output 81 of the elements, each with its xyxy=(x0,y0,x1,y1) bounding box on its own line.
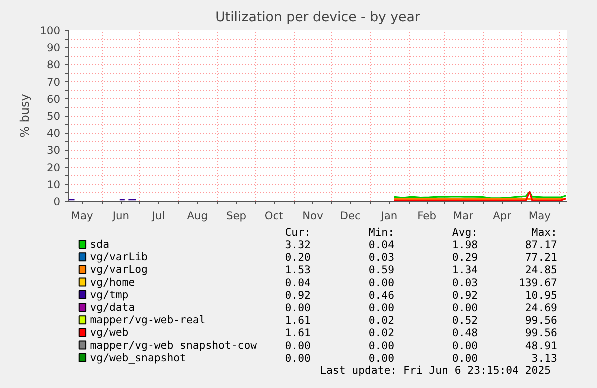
text: 3.32 xyxy=(285,238,311,252)
x-tick-label: Feb xyxy=(418,210,437,222)
y-tick-label: 70 xyxy=(46,76,61,89)
text: 1.61 xyxy=(285,326,311,340)
legend-label: mapper/vg-web_snapshot-cow xyxy=(90,338,258,352)
text: 87.17 xyxy=(525,238,558,252)
x-tick-label: Nov xyxy=(302,210,324,222)
text: 0.00 xyxy=(452,352,478,365)
text: 0.00 xyxy=(368,276,394,290)
text: Avg: xyxy=(452,226,478,239)
text: 48.91 xyxy=(525,339,558,352)
y-tick-label: 90 xyxy=(46,42,61,55)
legend-label: mapper/vg-web-real xyxy=(90,314,206,327)
x-tick-label: Dec xyxy=(340,210,362,222)
text: 0.04 xyxy=(368,238,394,252)
text: 0.00 xyxy=(285,352,311,365)
y-tick-label: 20 xyxy=(46,161,61,174)
text: 0.03 xyxy=(452,276,478,290)
x-tick-label: Jan xyxy=(380,210,398,222)
y-tick-label: 40 xyxy=(46,127,61,140)
text: 0.00 xyxy=(368,352,394,365)
text: Max: xyxy=(532,226,558,239)
text: 0.48 xyxy=(452,326,478,340)
text: 0.00 xyxy=(368,339,394,352)
legend-label: vg/tmp xyxy=(90,288,129,302)
text: Cur: xyxy=(285,226,311,239)
y-tick-label: 60 xyxy=(46,92,61,106)
x-tick-label: Sep xyxy=(226,210,247,222)
text: 139.67 xyxy=(518,276,558,290)
text: 0.00 xyxy=(285,302,311,314)
text: 77.21 xyxy=(525,251,558,264)
x-tick-label: Oct xyxy=(264,210,284,222)
text: 99.56 xyxy=(525,314,558,328)
x-tick-label: May xyxy=(528,210,551,222)
text: 0.92 xyxy=(285,288,311,302)
y-tick-label: 100 xyxy=(40,24,61,38)
text: 1.53 xyxy=(285,264,311,277)
text: 0.59 xyxy=(368,264,394,277)
text: 0.03 xyxy=(368,251,394,264)
x-tick-label: Aug xyxy=(187,210,208,222)
y-axis-title: % busy xyxy=(18,94,32,138)
text: 0.46 xyxy=(368,288,394,302)
chart-title: Utilization per device - by year xyxy=(216,10,421,26)
text: 0.20 xyxy=(285,251,311,264)
text: 0.29 xyxy=(452,251,478,264)
x-tick-label: Jul xyxy=(151,210,166,222)
x-tick-label: May xyxy=(71,210,94,222)
text: 3.13 xyxy=(532,352,558,365)
y-tick-label: 50 xyxy=(46,110,61,123)
text: 0.00 xyxy=(452,339,478,352)
legend-label: vg/web_snapshot xyxy=(90,351,186,364)
text: 24.69 xyxy=(525,302,558,314)
text: 0.52 xyxy=(452,314,478,328)
text: 0.04 xyxy=(285,276,311,290)
text: 1.61 xyxy=(285,314,311,328)
x-tick-label: Apr xyxy=(493,210,512,222)
legend-label: vg/varLib xyxy=(90,250,148,264)
legend-label: vg/home xyxy=(90,276,136,289)
text: 0.02 xyxy=(368,314,394,328)
text: 0.02 xyxy=(368,326,394,340)
text: 24.85 xyxy=(525,264,558,277)
text: 99.56 xyxy=(525,326,558,340)
y-tick-label: 80 xyxy=(46,58,61,72)
legend-label: vg/web xyxy=(90,326,129,340)
text: Min: xyxy=(368,226,394,239)
text: 0.92 xyxy=(452,288,478,302)
x-tick-label: Jun xyxy=(112,210,130,222)
x-tick-label: Mar xyxy=(453,210,474,222)
text: Last update: Fri Jun 6 23:15:04 2025 xyxy=(320,364,552,377)
text: 10.95 xyxy=(525,288,558,302)
y-tick-label: 0 xyxy=(54,196,61,208)
text: 0.00 xyxy=(285,339,311,352)
legend-label: sda xyxy=(90,238,110,251)
text: 1.98 xyxy=(452,238,478,252)
text: 0.00 xyxy=(452,302,478,314)
y-tick-label: 30 xyxy=(46,144,61,158)
text: 1.34 xyxy=(452,264,478,277)
y-tick-label: 10 xyxy=(46,178,61,192)
text: 0.00 xyxy=(368,302,394,314)
legend-label: vg/data xyxy=(90,301,136,314)
legend-label: vg/varLog xyxy=(90,263,148,276)
